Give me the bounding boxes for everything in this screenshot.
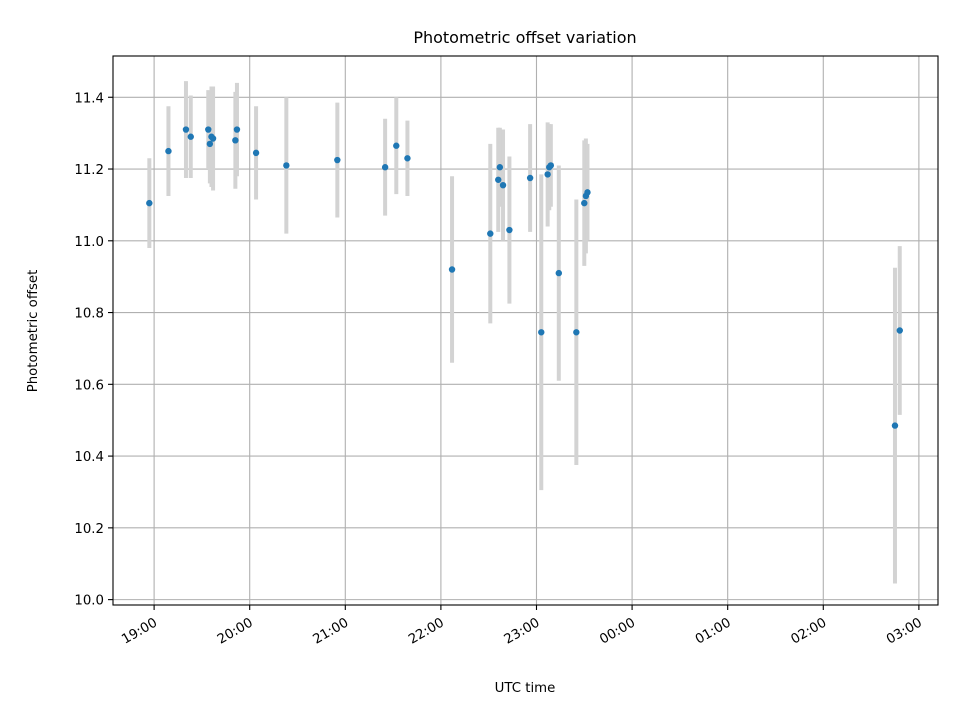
data-point <box>584 189 591 196</box>
data-point <box>499 181 507 189</box>
data-point <box>182 126 190 133</box>
y-tick-label: 10.0 <box>74 594 104 609</box>
data-points <box>146 126 903 429</box>
data-point <box>538 329 545 336</box>
data-point <box>233 126 241 133</box>
data-point <box>547 162 555 169</box>
y-axis-label: Photometric offset <box>26 270 41 393</box>
data-point <box>896 327 903 334</box>
data-point <box>573 329 580 336</box>
y-tick-label: 11.2 <box>74 163 104 178</box>
data-point <box>581 199 588 207</box>
y-axis-ticks: 10.0 10.2 10.4 10.6 10.8 11.0 11.2 11.4 <box>74 91 113 609</box>
data-point <box>448 266 456 273</box>
data-point <box>165 147 172 155</box>
data-point <box>232 137 239 144</box>
data-point <box>393 142 400 149</box>
y-tick-label: 10.2 <box>74 522 104 537</box>
y-tick-label: 10.4 <box>74 450 104 465</box>
y-tick-label: 10.8 <box>74 307 104 322</box>
y-tick-label: 11.4 <box>74 91 104 106</box>
grid <box>113 56 938 605</box>
data-point <box>146 199 153 207</box>
data-point <box>404 155 411 162</box>
chart-title: Photometric offset variation <box>413 28 636 47</box>
data-point <box>555 269 562 277</box>
data-point <box>544 171 551 178</box>
data-point <box>187 133 194 140</box>
data-point <box>526 174 534 182</box>
data-point <box>283 162 290 169</box>
plot-frame <box>112 55 939 606</box>
y-tick-label: 10.6 <box>74 378 104 393</box>
data-point <box>252 149 260 157</box>
data-point <box>496 164 504 171</box>
data-point <box>206 140 214 148</box>
data-point <box>209 135 217 142</box>
data-point <box>506 226 513 234</box>
data-point <box>495 176 502 183</box>
x-axis-label: UTC time <box>495 681 556 696</box>
data-point <box>205 126 212 133</box>
data-point <box>891 422 899 429</box>
y-tick-label: 11.0 <box>74 235 104 250</box>
data-point <box>381 164 389 171</box>
data-point <box>487 230 494 237</box>
data-point <box>334 156 341 164</box>
